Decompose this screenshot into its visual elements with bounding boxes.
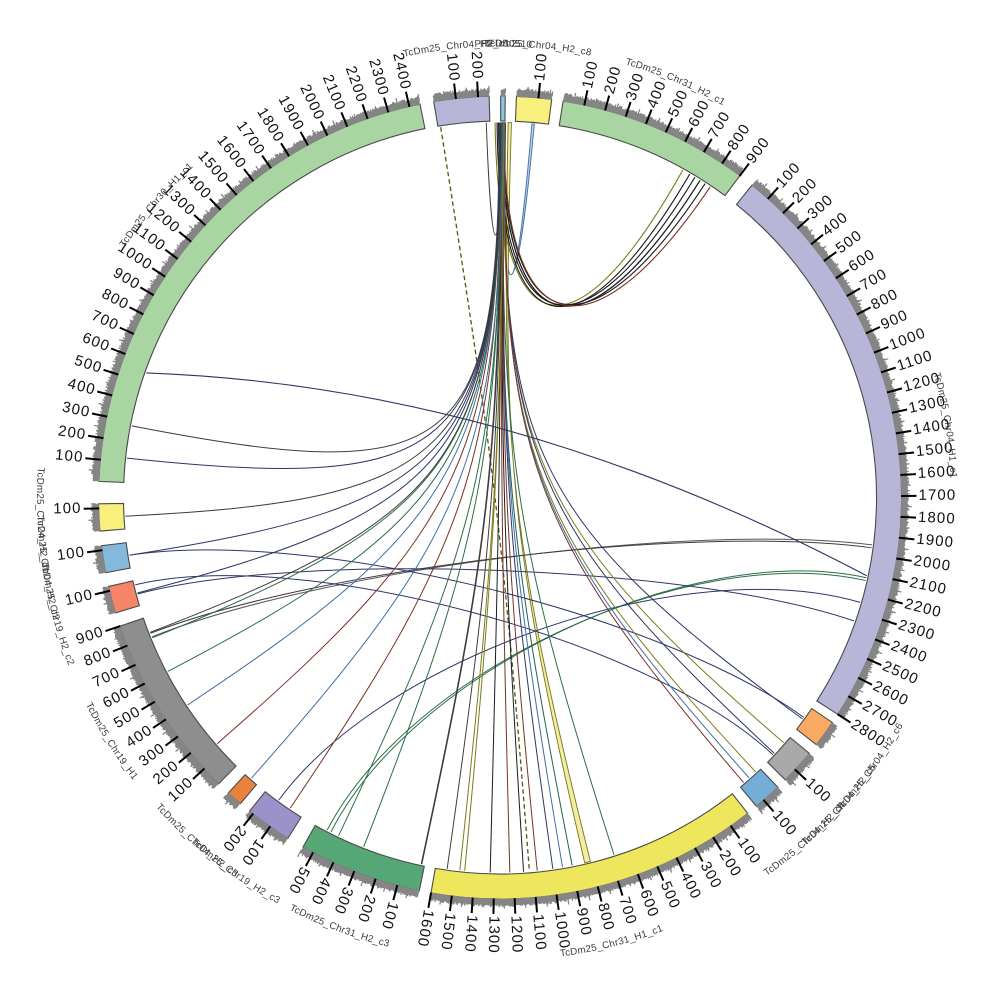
svg-text:1500: 1500: [437, 912, 458, 952]
svg-text:100: 100: [56, 544, 86, 565]
svg-text:PRFDB0510: PRFDB0510: [474, 38, 532, 50]
svg-text:300: 300: [61, 399, 92, 421]
svg-text:1100: 1100: [529, 914, 549, 952]
svg-text:1000: 1000: [551, 911, 573, 951]
svg-text:1700: 1700: [918, 487, 956, 504]
svg-text:100: 100: [443, 52, 463, 82]
svg-text:1500: 1500: [915, 439, 954, 460]
svg-text:400: 400: [66, 375, 98, 399]
svg-text:1800: 1800: [918, 509, 957, 528]
svg-text:100: 100: [63, 586, 95, 609]
svg-text:800: 800: [594, 901, 617, 933]
svg-text:1400: 1400: [461, 914, 481, 953]
svg-text:100: 100: [53, 500, 82, 518]
svg-text:100: 100: [531, 52, 551, 82]
svg-text:1600: 1600: [414, 908, 437, 948]
svg-text:100: 100: [378, 900, 402, 932]
svg-text:200: 200: [601, 64, 625, 96]
svg-text:100: 100: [579, 59, 602, 90]
svg-text:1600: 1600: [917, 463, 956, 482]
svg-text:1400: 1400: [912, 416, 952, 439]
svg-text:1200: 1200: [507, 915, 525, 953]
svg-text:2000: 2000: [912, 552, 952, 575]
svg-text:200: 200: [468, 51, 487, 80]
svg-text:200: 200: [57, 422, 88, 443]
svg-text:1300: 1300: [485, 916, 503, 954]
svg-text:900: 900: [573, 906, 595, 937]
svg-text:1900: 1900: [916, 531, 955, 552]
svg-text:100: 100: [54, 446, 84, 466]
